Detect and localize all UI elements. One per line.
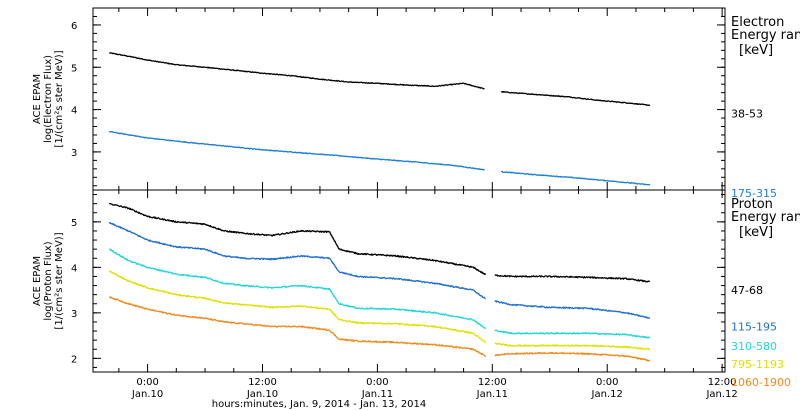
y-axis-label-line: [1/(cm²s ster MeV)] <box>54 50 65 147</box>
series-line-proton-0 <box>108 202 651 283</box>
series-line-proton-1 <box>108 222 651 319</box>
x-tick-date: Jan.10 <box>246 389 278 400</box>
x-tick-time: 0:00 <box>366 377 388 388</box>
legend-unit-electron: [keV] <box>739 43 773 58</box>
y-axis-label-line: log(Electron Flux) <box>43 55 54 143</box>
x-tick-date: Jan.11 <box>361 389 393 400</box>
legend-entry-electron-0: 38-53 <box>731 107 763 120</box>
y-tick-label: 3 <box>71 309 77 320</box>
legend-title-line: Proton <box>731 197 773 212</box>
panel-frame-proton <box>92 189 726 373</box>
y-tick-label: 3 <box>71 148 77 159</box>
x-tick-date: Jan.11 <box>476 389 508 400</box>
y-tick-label: 4 <box>71 106 77 117</box>
panel-frame-electron <box>92 7 726 191</box>
y-axis-label-line: ACE EPAM <box>32 256 43 306</box>
y-axis-label-electron: ACE EPAMlog(Electron Flux)[1/(cm²s ster … <box>32 50 65 147</box>
legend-title-line: Energy ran <box>731 28 800 43</box>
legend-entry-proton-2: 310-580 <box>731 340 777 353</box>
x-tick-date: Jan.10 <box>131 389 163 400</box>
x-tick-date: Jan.12 <box>591 389 623 400</box>
legend-title-proton: Proton Energy ran <box>731 197 800 225</box>
x-tick-time: 12:00 <box>708 377 737 388</box>
y-axis-label-line: ACE EPAM <box>32 74 43 124</box>
y-axis-label-proton: ACE EPAMlog(Proton Flux)[1/(cm²s ster Me… <box>32 232 65 329</box>
legend-unit-proton: [keV] <box>739 225 773 240</box>
series-line-proton-4 <box>109 296 651 362</box>
x-tick-time: 0:00 <box>136 377 158 388</box>
x-axis-label: hours:minutes, Jan. 9, 2014 - Jan. 13, 2… <box>212 399 427 410</box>
legend-title-line: Electron <box>731 15 784 30</box>
legend-entry-proton-4: 1060-1900 <box>731 376 791 389</box>
x-tick-time: 12:00 <box>248 377 277 388</box>
x-tick-time: 12:00 <box>478 377 507 388</box>
series-line-proton-3 <box>109 270 651 351</box>
legend-entry-electron-1: 175-315 <box>731 187 777 200</box>
legend-entry-proton-1: 115-195 <box>731 320 777 333</box>
y-tick-label: 2 <box>71 354 77 365</box>
series-line-electron-0 <box>108 52 651 107</box>
x-tick-time: 0:00 <box>596 377 618 388</box>
legend-entry-proton-3: 795-1193 <box>731 358 784 371</box>
legend-title-electron: Electron Energy ran <box>731 15 800 43</box>
y-tick-label: 6 <box>71 21 77 32</box>
y-tick-label: 5 <box>71 218 77 229</box>
legend-entry-proton-0: 47-68 <box>731 284 763 297</box>
series-line-electron-1 <box>108 130 651 186</box>
legend-title-line: Energy ran <box>731 210 800 225</box>
x-tick-date: Jan.12 <box>705 389 737 400</box>
y-tick-label: 5 <box>71 63 77 74</box>
y-axis-label-line: [1/(cm²s ster MeV)] <box>54 232 65 329</box>
y-tick-label: 4 <box>71 263 77 274</box>
series-line-proton-2 <box>108 248 651 339</box>
y-axis-label-line: log(Proton Flux) <box>43 241 54 320</box>
